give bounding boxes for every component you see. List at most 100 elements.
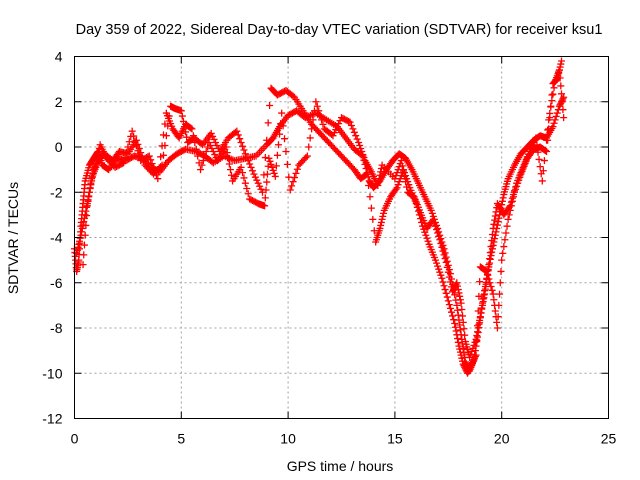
- data-point: [189, 132, 197, 140]
- data-point: [465, 366, 473, 374]
- data-point: [244, 157, 252, 165]
- data-point: [532, 134, 540, 142]
- data-point: [286, 186, 294, 194]
- data-point: [192, 145, 200, 153]
- data-point: [456, 326, 464, 334]
- data-point: [546, 109, 554, 117]
- data-point: [493, 221, 501, 229]
- data-point: [445, 301, 453, 309]
- data-point: [393, 184, 401, 192]
- data-point: [475, 292, 483, 300]
- data-point: [202, 148, 210, 156]
- data-point: [134, 147, 142, 155]
- data-point: [459, 312, 467, 320]
- data-point: [449, 286, 457, 294]
- data-point: [303, 152, 311, 160]
- data-point: [401, 172, 409, 180]
- data-point: [279, 122, 287, 130]
- data-point: [435, 265, 443, 273]
- data-point: [491, 307, 499, 315]
- data-point: [120, 159, 128, 167]
- data-point: [464, 368, 472, 376]
- data-point: [552, 112, 560, 120]
- data-point: [206, 141, 214, 149]
- data-point: [377, 168, 385, 176]
- data-point: [85, 188, 93, 196]
- data-point: [502, 229, 510, 237]
- data-point: [489, 290, 497, 298]
- data-point: [553, 109, 561, 117]
- data-point: [158, 142, 166, 150]
- data-point: [145, 152, 153, 160]
- data-point: [78, 228, 86, 236]
- data-point: [457, 299, 465, 307]
- data-point: [330, 129, 338, 137]
- data-point: [376, 171, 384, 179]
- data-point: [392, 185, 400, 193]
- data-point: [456, 321, 464, 329]
- data-point: [454, 335, 462, 343]
- data-point: [80, 251, 88, 259]
- data-point: [470, 341, 478, 349]
- data-point: [226, 166, 234, 174]
- data-point: [539, 167, 547, 175]
- data-point: [397, 157, 405, 165]
- data-point: [458, 306, 466, 314]
- data-point: [246, 160, 254, 168]
- grid: [74, 56, 609, 419]
- data-point: [258, 188, 266, 196]
- data-point: [268, 163, 276, 171]
- data-point: [377, 218, 385, 226]
- data-point: [453, 279, 461, 287]
- data-point: [265, 154, 273, 162]
- data-point: [288, 182, 296, 190]
- data-point: [271, 172, 279, 180]
- data-point: [95, 148, 103, 156]
- data-point: [440, 282, 448, 290]
- data-point: [454, 306, 462, 314]
- data-point: [92, 163, 100, 171]
- data-point: [464, 369, 472, 377]
- data-point: [249, 167, 256, 175]
- data-point: [236, 135, 244, 143]
- x-tick-label: 25: [601, 431, 617, 447]
- data-point: [313, 102, 321, 110]
- data-point: [394, 181, 402, 189]
- data-point: [360, 154, 368, 162]
- data-point: [440, 251, 448, 259]
- data-point: [359, 151, 367, 159]
- data-point: [555, 102, 563, 110]
- data-point: [237, 163, 245, 171]
- data-point: [211, 138, 219, 146]
- data-point: [430, 219, 438, 227]
- data-point: [240, 174, 248, 182]
- data-series: [73, 57, 566, 377]
- data-point: [380, 209, 388, 217]
- data-point: [198, 161, 206, 169]
- data-point: [391, 175, 399, 183]
- data-point: [433, 259, 441, 267]
- data-point: [498, 256, 506, 264]
- data-point: [435, 232, 443, 240]
- data-point: [83, 202, 91, 210]
- data-point: [467, 362, 475, 370]
- data-point: [436, 236, 444, 244]
- data-point: [538, 177, 546, 185]
- data-point: [378, 215, 386, 223]
- data-point: [345, 117, 353, 125]
- data-point: [489, 224, 497, 232]
- data-point: [482, 280, 490, 288]
- data-point: [362, 171, 370, 179]
- data-point: [157, 163, 165, 171]
- data-point: [122, 148, 130, 156]
- data-point: [545, 116, 553, 124]
- data-point: [209, 132, 217, 140]
- data-point: [151, 167, 159, 175]
- data-point: [93, 160, 101, 168]
- data-point: [237, 138, 245, 146]
- data-point: [491, 216, 499, 224]
- data-point: [452, 327, 460, 335]
- data-point: [239, 142, 247, 150]
- data-point: [240, 146, 248, 154]
- data-point: [431, 222, 439, 230]
